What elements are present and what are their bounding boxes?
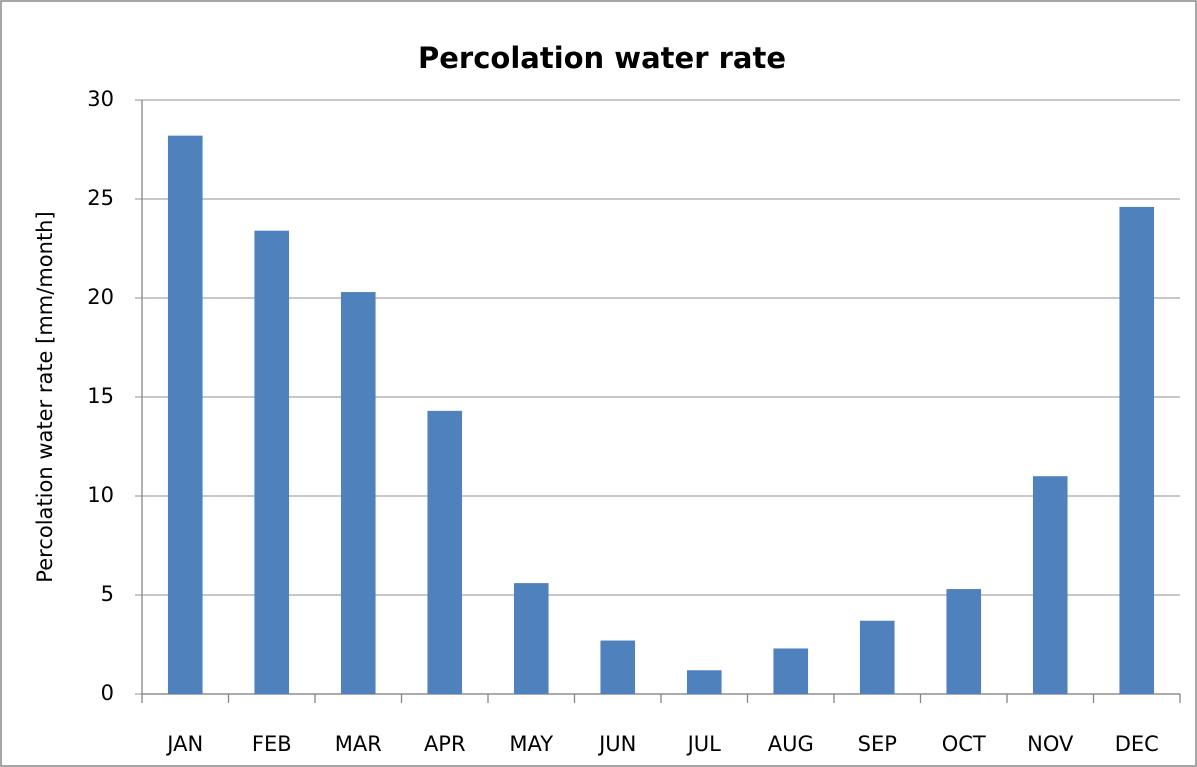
y-axis-label: Percolation water rate [mm/month] bbox=[33, 211, 57, 582]
x-tick-label: JUN bbox=[597, 732, 636, 756]
x-tick-label: APR bbox=[424, 732, 466, 756]
bar bbox=[167, 135, 203, 694]
x-tick-label: FEB bbox=[252, 732, 292, 756]
bar bbox=[686, 670, 722, 694]
y-tick-label: 30 bbox=[87, 87, 114, 111]
bar bbox=[859, 620, 895, 694]
y-tick-label: 15 bbox=[87, 384, 114, 408]
bar bbox=[946, 589, 982, 694]
bar bbox=[600, 640, 636, 694]
y-tick-label: 10 bbox=[87, 483, 114, 507]
x-tick-label: NOV bbox=[1027, 732, 1074, 756]
bar bbox=[1119, 206, 1155, 695]
y-tick-label: 0 bbox=[101, 681, 114, 705]
chart-title: Percolation water rate bbox=[418, 41, 786, 75]
x-tick-label: MAY bbox=[509, 732, 553, 756]
x-tick-label: SEP bbox=[858, 732, 897, 756]
bar bbox=[1032, 476, 1068, 694]
bar bbox=[513, 583, 549, 694]
x-tick-label: JUL bbox=[686, 732, 722, 756]
y-tick-label: 5 bbox=[101, 582, 114, 606]
x-tick-label: MAR bbox=[335, 732, 382, 756]
bar bbox=[427, 410, 463, 694]
y-tick-label: 25 bbox=[87, 186, 114, 210]
x-tick-label: AUG bbox=[768, 732, 814, 756]
x-tick-label: OCT bbox=[942, 732, 986, 756]
bar bbox=[773, 648, 809, 694]
bar bbox=[254, 230, 290, 694]
x-tick-label: DEC bbox=[1115, 732, 1159, 756]
x-tick-label: JAN bbox=[165, 732, 203, 756]
y-tick-label: 20 bbox=[87, 285, 114, 309]
bar bbox=[340, 292, 376, 694]
